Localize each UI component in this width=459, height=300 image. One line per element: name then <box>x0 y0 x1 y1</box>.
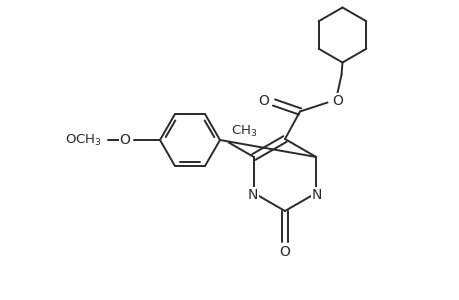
Text: N: N <box>311 188 322 202</box>
Text: O: O <box>279 245 290 259</box>
Text: O: O <box>119 133 130 147</box>
Text: O: O <box>258 94 269 107</box>
Text: CH$_3$: CH$_3$ <box>231 123 257 139</box>
Text: OCH$_3$: OCH$_3$ <box>65 133 102 148</box>
Text: N: N <box>247 188 257 202</box>
Text: O: O <box>331 94 342 107</box>
